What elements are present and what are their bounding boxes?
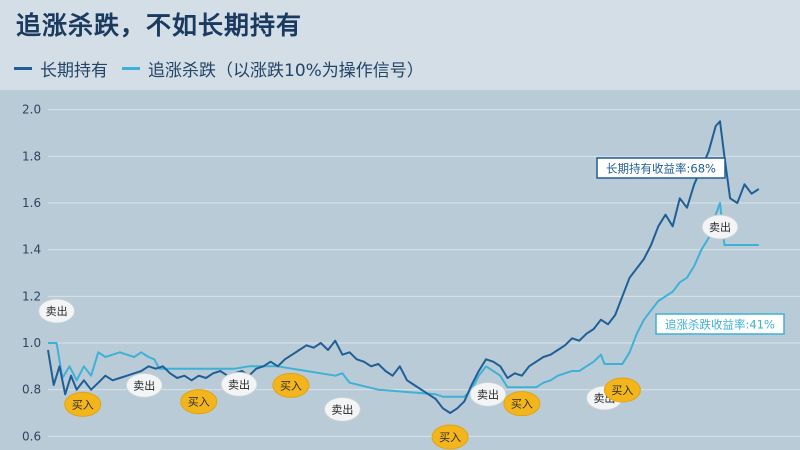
signal-label: 买入 (72, 398, 94, 411)
legend-swatch-chase (122, 67, 140, 70)
callout-chase-return: 追涨杀跌收益率:41% (655, 313, 785, 335)
line-chart: 0.6 0.8 1.0 1.2 1.4 1.6 1.8 2.0 长期持有收益率:68% 追涨杀跌… (0, 90, 800, 450)
signal-label: 卖出 (709, 220, 731, 234)
y-tick-label: 1.2 (22, 289, 41, 303)
legend-item-chase: 追涨杀跌（以涨跌10%为操作信号） (122, 56, 424, 81)
callout-long-term-return: 长期持有收益率:68% (596, 157, 726, 179)
y-tick-label: 1.8 (22, 149, 41, 163)
sell-signal-bubble: 卖出 (323, 396, 361, 422)
signal-bubble-shape (220, 371, 258, 397)
plot-area-background (0, 90, 800, 450)
series-line-long-term (47, 120, 760, 414)
buy-signal-bubble: 买入 (603, 377, 641, 403)
sell-signal-bubble: 卖出 (38, 298, 76, 324)
grid-lines (48, 109, 800, 437)
signal-bubble-shape (603, 377, 641, 403)
legend-item-long-term: 长期持有 (14, 56, 108, 81)
signal-bubble-shape (272, 372, 310, 398)
signal-bubble-shape (469, 381, 507, 407)
callout-chase-return-text: 追涨杀跌收益率:41% (665, 318, 775, 332)
signal-bubble-shape (125, 372, 163, 398)
signal-label: 卖出 (228, 377, 250, 391)
return-callouts: 长期持有收益率:68% 追涨杀跌收益率:41% (596, 157, 785, 335)
signal-label: 卖出 (46, 304, 68, 318)
y-tick-label: 1.4 (22, 243, 41, 257)
y-axis: 0.6 0.8 1.0 1.2 1.4 1.6 1.8 2.0 (22, 103, 41, 444)
signal-label: 卖出 (477, 387, 499, 401)
sell-signal-bubble: 卖出 (701, 214, 739, 240)
signal-label: 买入 (280, 379, 302, 392)
callout-chase-return-box (655, 313, 785, 335)
signal-label: 卖出 (331, 402, 353, 416)
signal-label: 买入 (439, 431, 461, 444)
buy-signal-bubble: 买入 (180, 389, 218, 415)
buy-signal-bubble: 买入 (431, 424, 469, 450)
signal-label: 买入 (188, 396, 210, 409)
legend-label-long-term: 长期持有 (40, 61, 108, 81)
signal-bubble-shape (64, 391, 102, 417)
callout-long-term-return-text: 长期持有收益率:68% (606, 162, 716, 176)
signal-bubble-shape (38, 298, 76, 324)
series-lines (47, 120, 760, 414)
buy-signal-bubble: 买入 (272, 372, 310, 398)
signal-bubble-shape (323, 396, 361, 422)
page-title: 追涨杀跌，不如长期持有 (16, 11, 303, 40)
chart-legend: 长期持有 追涨杀跌（以涨跌10%为操作信号） (14, 56, 438, 81)
sell-signal-bubble: 卖出 (125, 372, 163, 398)
y-tick-label: 0.8 (22, 383, 41, 397)
legend-swatch-long-term (14, 67, 32, 70)
y-tick-label: 0.6 (22, 429, 41, 443)
buy-signal-bubble: 买入 (503, 391, 541, 417)
y-tick-label: 1.0 (22, 336, 41, 350)
sell-signal-bubble: 卖出 (220, 371, 258, 397)
signal-bubble-shape (503, 391, 541, 417)
signal-bubble-shape (180, 389, 218, 415)
buy-signal-bubble: 买入 (64, 391, 102, 417)
sell-signal-bubble: 卖出 (469, 381, 507, 407)
signal-label: 买入 (511, 398, 533, 411)
y-tick-label: 2.0 (22, 103, 41, 117)
y-tick-label: 1.6 (22, 196, 41, 210)
signal-bubble-shape (701, 214, 739, 240)
signal-label: 买入 (611, 384, 633, 397)
callout-long-term-return-box (596, 157, 726, 179)
legend-label-chase: 追涨杀跌（以涨跌10%为操作信号） (148, 61, 424, 81)
signal-label: 卖出 (133, 378, 155, 392)
signal-bubble-shape (431, 424, 469, 450)
